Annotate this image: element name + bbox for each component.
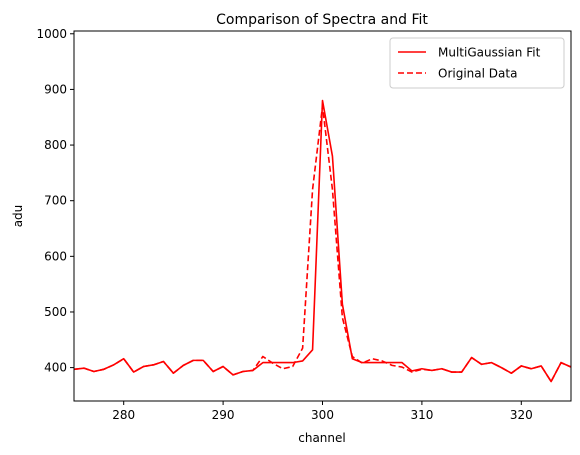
x-tick-label: 280 <box>112 408 135 422</box>
legend-label-original: Original Data <box>438 67 517 81</box>
series-line-fit <box>74 99 571 383</box>
plot-frame <box>73 30 572 402</box>
y-tick-label: 700 <box>44 194 67 208</box>
series-line-original <box>74 105 571 383</box>
legend: MultiGaussian Fit Original Data <box>389 37 565 89</box>
y-tick-label: 800 <box>44 138 67 152</box>
x-axis: 280 290 300 310 320 <box>112 401 533 422</box>
x-tick-label: 320 <box>510 408 533 422</box>
y-tick-label: 900 <box>44 82 67 96</box>
chart-title: Comparison of Spectra and Fit <box>216 12 428 28</box>
y-tick-label: 500 <box>44 305 67 319</box>
y-tick-label: 400 <box>44 361 67 375</box>
x-axis-label: channel <box>298 431 345 445</box>
y-tick-label: 600 <box>44 249 67 263</box>
y-axis-label: adu <box>11 205 25 228</box>
x-tick-label: 300 <box>311 408 334 422</box>
x-tick-label: 310 <box>410 408 433 422</box>
legend-label-fit: MultiGaussian Fit <box>438 46 541 60</box>
y-tick-label: 1000 <box>36 27 67 41</box>
y-axis: 400 500 600 700 800 900 1000 <box>36 27 74 375</box>
x-tick-label: 290 <box>212 408 235 422</box>
legend-box <box>389 37 565 89</box>
